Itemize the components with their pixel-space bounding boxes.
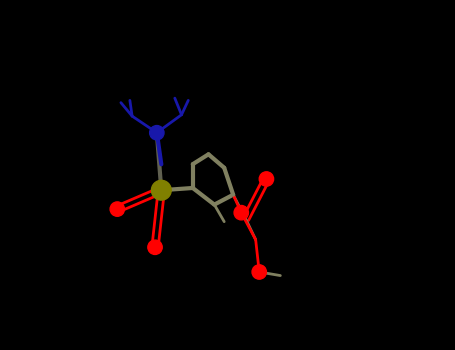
Circle shape — [150, 126, 164, 140]
Circle shape — [152, 180, 171, 200]
Circle shape — [252, 265, 267, 279]
Circle shape — [148, 240, 162, 254]
Circle shape — [259, 172, 273, 186]
Circle shape — [234, 205, 248, 220]
Circle shape — [110, 202, 125, 216]
